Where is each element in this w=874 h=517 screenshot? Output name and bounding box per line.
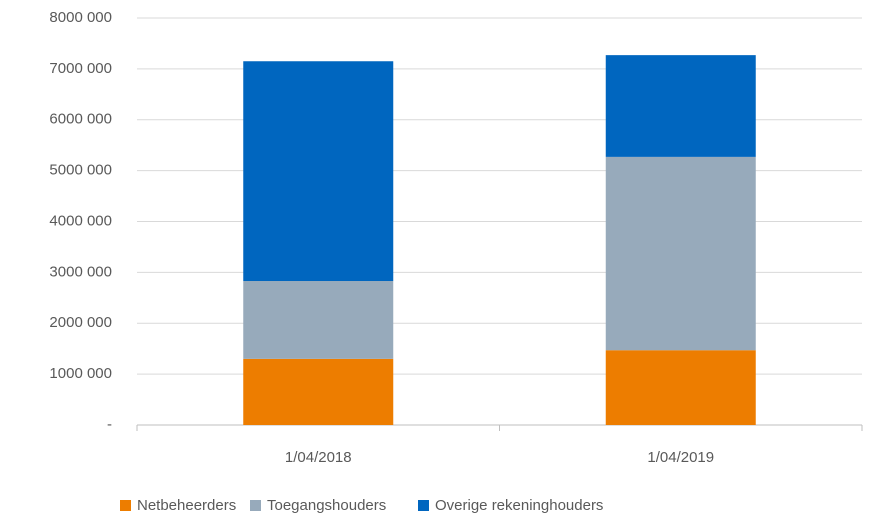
x-tick-label: 1/04/2018 <box>285 449 352 466</box>
y-tick-label: 4000 000 <box>49 212 112 229</box>
y-tick-label: 7000 000 <box>49 60 112 77</box>
legend-label: Netbeheerders <box>137 497 236 514</box>
legend-swatch <box>250 500 261 511</box>
x-tick-label: 1/04/2019 <box>647 449 714 466</box>
y-tick-label: 3000 000 <box>49 263 112 280</box>
legend-swatch <box>418 500 429 511</box>
y-tick-label: - <box>107 416 112 433</box>
y-tick-label: 5000 000 <box>49 162 112 179</box>
bar-segment <box>605 55 756 157</box>
bar-segment <box>243 358 394 425</box>
y-tick-label: 8000 000 <box>49 9 112 26</box>
y-tick-label: 2000 000 <box>49 314 112 331</box>
bar-segment <box>243 281 394 359</box>
legend-swatch <box>120 500 131 511</box>
bar-segment <box>243 61 394 282</box>
y-tick-label: 6000 000 <box>49 111 112 128</box>
bar-segment <box>605 156 756 351</box>
y-tick-label: 1000 000 <box>49 365 112 382</box>
bar-segment <box>605 350 756 425</box>
legend-label: Toegangshouders <box>267 497 386 514</box>
legend-label: Overige rekeninghouders <box>435 497 603 514</box>
